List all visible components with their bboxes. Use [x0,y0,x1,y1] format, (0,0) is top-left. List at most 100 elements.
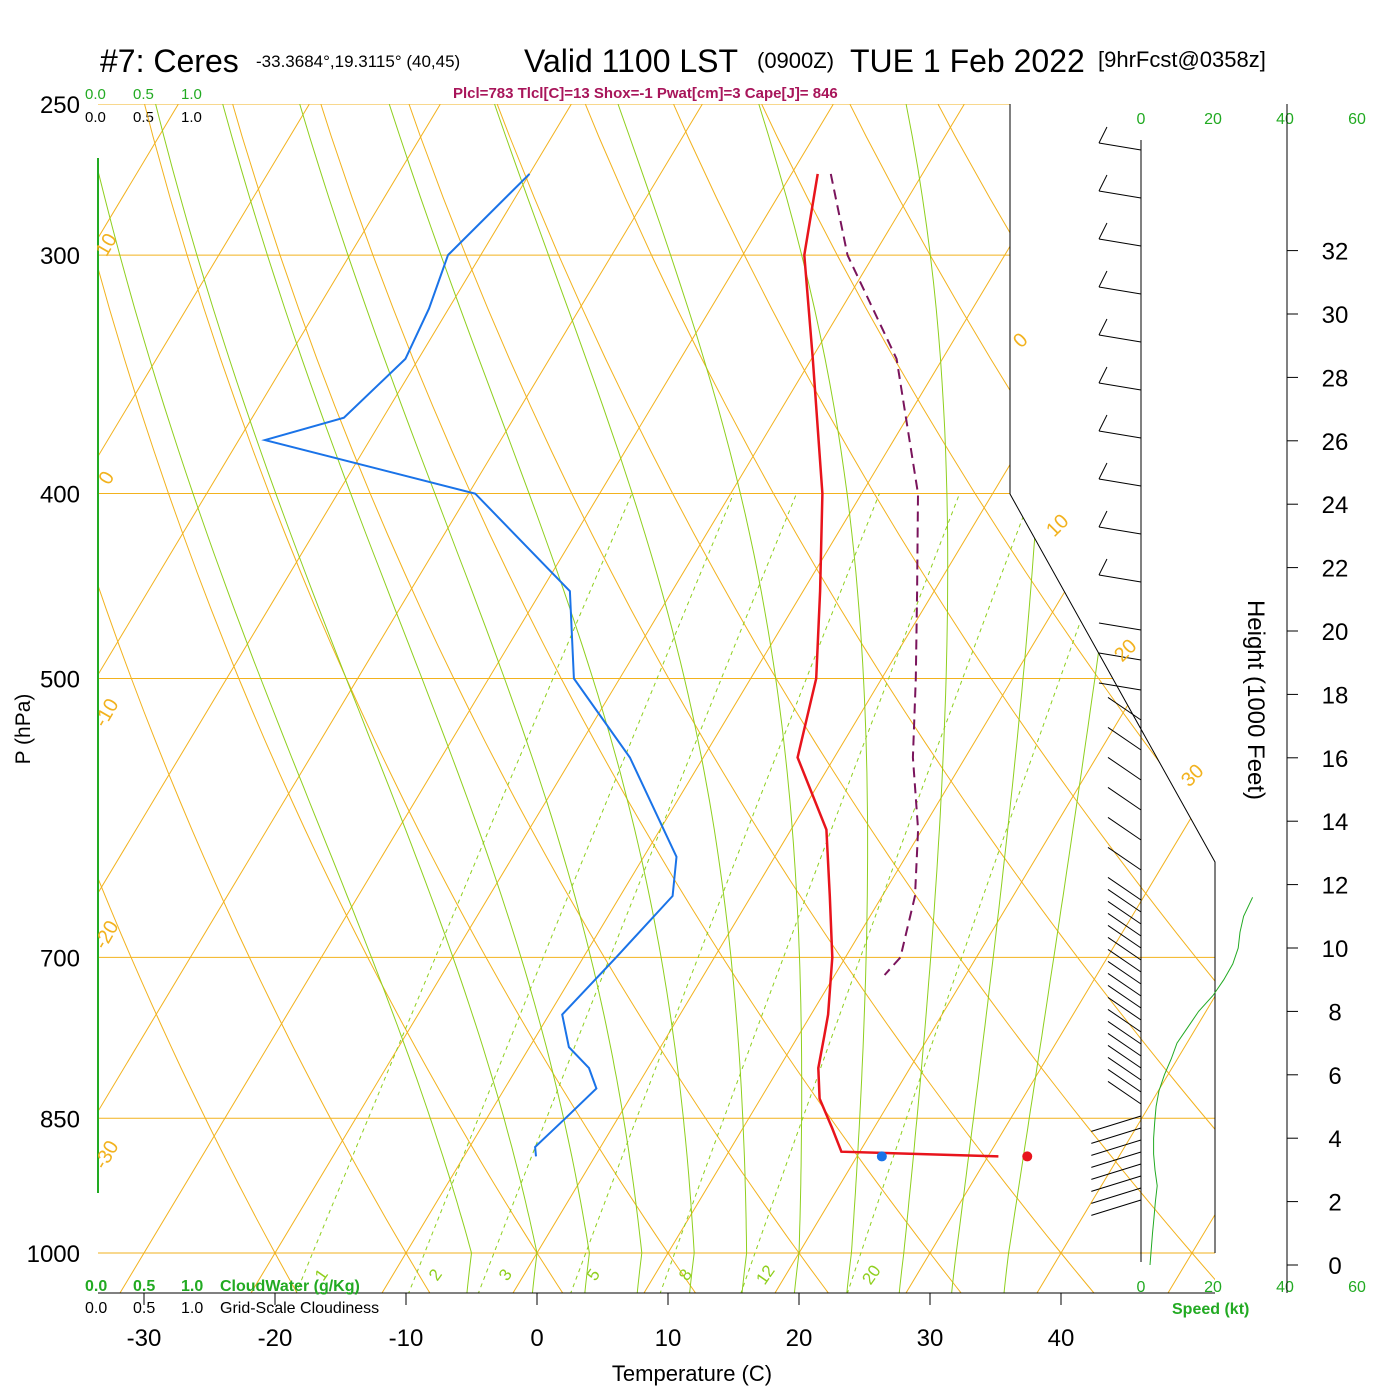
height-tick-label: 30 [1322,302,1349,329]
dry-adiabat-line [135,104,724,1293]
isotherm-line [227,104,986,1293]
wind-barb [1107,1033,1142,1057]
height-tick-label: 0 [1328,1253,1341,1280]
speed-tick-bottom: 20 [1204,1279,1222,1296]
wind-barb [1107,997,1142,1021]
temperature-axis-label: Temperature (C) [612,1361,772,1386]
top-scales: 0.0 0.5 1.0 0.0 0.5 1.0 [85,86,202,126]
moist-adiabat-line [146,104,538,1293]
dewpoint-profile-line [261,173,678,1157]
wind-barb [1091,1151,1142,1168]
wind-barb-flag [1098,462,1108,480]
isotherm-line [620,104,1215,1293]
wind-barb [1107,727,1142,751]
cloud-water-tick: 1.0 [181,1278,203,1295]
wind-barb [1091,1163,1142,1180]
isotherm-line [98,104,462,1293]
wind-barb [1107,1021,1142,1045]
dry-adiabat-line [1180,104,1215,1293]
isotherm-label: 30 [1177,760,1208,791]
height-tick-label: 20 [1322,619,1349,646]
wind-barb [1107,1009,1142,1033]
height-tick-label: 14 [1322,809,1349,836]
cloud-water-label: CloudWater (g/Kg) [220,1278,360,1295]
dry-adiabat-line [98,104,455,1293]
wind-barb-flag [1098,222,1108,240]
dry-adiabat-line [222,104,858,1293]
height-tick-label: 28 [1322,365,1349,392]
wind-barb [1107,1081,1142,1105]
height-tick-label: 10 [1322,936,1349,963]
wind-barb-flag [1098,366,1108,384]
dry-adiabat-line [309,104,993,1293]
moist-adiabat-line [895,104,949,1293]
pressure-tick-label: 250 [40,92,80,119]
pressure-axis: 250 300 400 500 700 850 1000 [27,92,80,1268]
background-lines [98,104,1215,1293]
isotherm-label: 10 [1042,510,1073,541]
height-tick-label: 22 [1322,556,1349,583]
wind-barb [1107,973,1142,997]
isotherm-line [98,104,724,1293]
mixing-ratio-line [555,493,880,1293]
speed-tick-top: 0 [1137,111,1146,128]
dry-adiabat-line [483,104,1215,1293]
wind-barb-flag [1098,174,1108,192]
temperature-tick-label: 20 [786,1325,813,1352]
isotherm-label: -10 [90,695,124,731]
moist-adiabat-line [378,104,695,1293]
surface-dewpoint-dot [876,1151,887,1162]
moist-adiabat-line [482,104,748,1293]
wind-barb [1098,382,1142,391]
station-name: #7: Ceres [100,43,239,79]
wind-barb [1098,238,1142,247]
wind-barb [1107,949,1142,973]
wind-barb [1107,985,1142,1009]
cloudiness-tick: 1.0 [181,109,202,126]
wind-barb [1098,526,1142,535]
height-tick-label: 12 [1322,873,1349,900]
speed-axis-label: Speed (kt) [1172,1301,1249,1318]
cloud-water-tick: 0.0 [85,86,106,103]
moist-adiabat-line [289,104,643,1293]
temperature-tick-label: 30 [917,1325,944,1352]
dry-adiabat-line [658,104,1215,1293]
cloudiness-tick: 0.0 [85,1300,107,1317]
wind-barb-flag [1098,318,1108,336]
pressure-tick-label: 1000 [27,1241,80,1268]
wind-barb [1098,652,1142,661]
dry-adiabat-line [832,104,1215,1293]
cloud-water-tick: 0.5 [133,1278,155,1295]
valid-time: Valid 1100 LST [524,43,738,79]
mixing-ratio-line [834,493,1128,1293]
pressure-tick-label: 850 [40,1106,80,1133]
mixing-ratio-line [392,493,735,1293]
wind-barb [1091,1127,1142,1144]
dry-adiabat-line [98,104,589,1293]
height-tick-label: 18 [1322,682,1349,709]
wind-barb [1107,1069,1142,1093]
surface-temperature-dot [1022,1151,1033,1162]
wind-barb [1098,142,1142,151]
wind-barb [1091,1199,1142,1216]
forecast-info: [9hrFcst@0358z] [1098,47,1266,72]
wind-barb [1107,1057,1142,1081]
wind-barb [1107,847,1142,871]
mixing-ratio-line [726,493,1033,1293]
height-tick-label: 32 [1322,239,1349,266]
wind-barb [1091,1115,1142,1132]
wind-barb [1107,925,1142,949]
wind-barb [1098,286,1142,295]
temperature-tick-label: -10 [389,1325,424,1352]
isotherm-line [1144,104,1215,1293]
height-tick-label: 16 [1322,746,1349,773]
pressure-tick-label: 700 [40,945,80,972]
wind-barb [1098,478,1142,487]
moist-adiabat-line [605,104,803,1293]
mixing-ratio-label: 3 [495,1266,516,1285]
wind-barb [1091,1139,1142,1156]
isotherm-label: -30 [90,1137,124,1173]
wind-barb [1107,961,1142,985]
